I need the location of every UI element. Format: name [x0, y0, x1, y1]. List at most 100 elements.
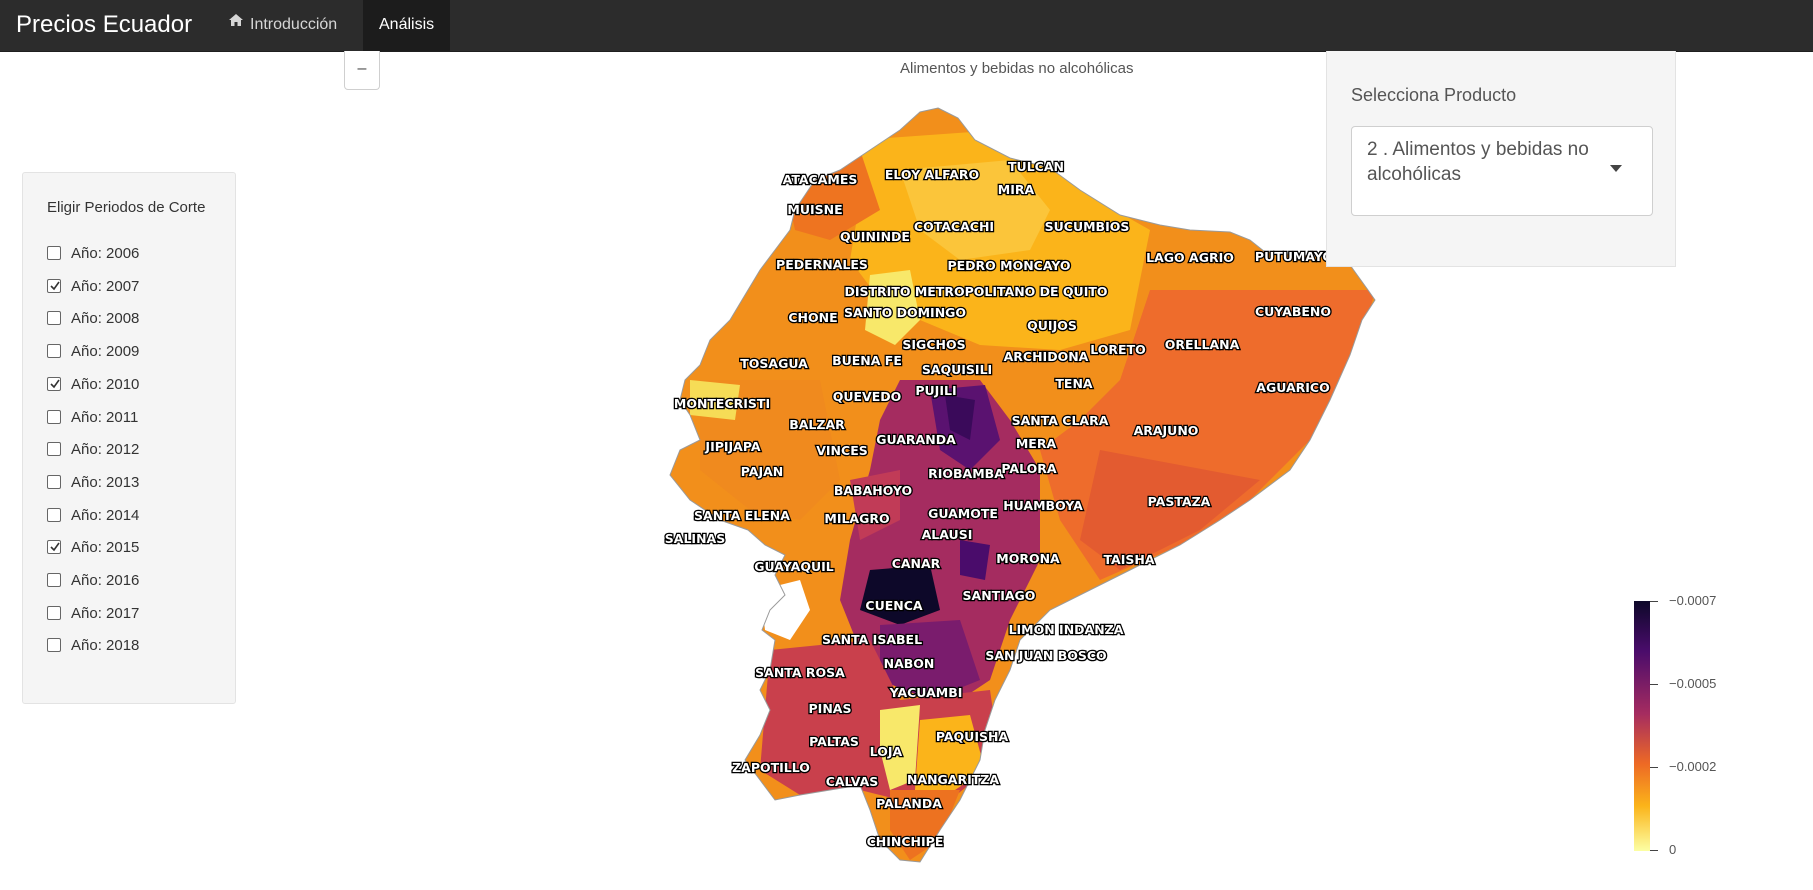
year-checkbox-label: Año: 2014 [71, 506, 140, 524]
colorbar-tick-label: −0.0007 [1669, 593, 1717, 608]
canton-label: LIMON INDANZA [1009, 622, 1124, 637]
year-checkbox[interactable] [47, 409, 61, 424]
canton-label: LORETO [1090, 342, 1145, 357]
colorbar-tick-label: −0.0002 [1669, 759, 1717, 774]
canton-label: QUIJOS [1027, 318, 1077, 333]
year-checkbox[interactable] [47, 540, 61, 555]
canton-label: CUYABENO [1255, 304, 1331, 319]
canton-label: GUARANDA [876, 432, 956, 447]
canton-label: QUEVEDO [833, 389, 902, 404]
year-checkbox-label: Año: 2010 [71, 375, 140, 393]
canton-label: ARAJUNO [1134, 423, 1199, 438]
app-brand[interactable]: Precios Ecuador [16, 11, 193, 38]
year-checkbox[interactable] [47, 311, 61, 326]
canton-label: MUISNE [787, 202, 842, 217]
canton-label: JIPIJAPA [704, 439, 760, 454]
canton-label: ALAUSI [922, 527, 973, 542]
canton-label: PEDRO MONCAYO [947, 258, 1070, 273]
year-checkbox-label: Año: 2012 [71, 441, 140, 459]
product-panel: Selecciona Producto 2 . Alimentos y bebi… [1326, 51, 1676, 267]
canton-label: SANTIAGO [963, 588, 1036, 603]
canton-label: GUAYAQUIL [754, 559, 833, 574]
year-checkbox[interactable] [47, 573, 61, 587]
canton-label: GUAMOTE [928, 506, 998, 521]
colorbar [1634, 601, 1650, 851]
year-checkbox[interactable] [47, 344, 61, 359]
navbar: Precios Ecuador Introducción Análisis [0, 0, 1813, 52]
period-sidebar: Eligir Periodos de Corte Año: 2006 Año: 2… [22, 172, 236, 704]
colorbar-tick-label: 0 [1669, 842, 1677, 857]
year-checkbox[interactable] [47, 605, 61, 620]
canton-label: PUTUMAYO [1255, 249, 1333, 264]
canton-labels: ATACAMES ELOY ALFARO TULCAN MIRA MUISNE COTAC… [663, 158, 1334, 851]
check-icon [50, 281, 60, 290]
year-checkbox[interactable] [47, 474, 61, 489]
home-icon [228, 0, 244, 48]
year-checkbox[interactable] [47, 246, 61, 260]
canton-label: TOSAGUA [740, 356, 808, 371]
year-checkbox-label: Año: 2007 [71, 277, 140, 295]
colorbar-tick-label: −0.0005 [1669, 676, 1717, 691]
canton-label: CALVAS [826, 774, 879, 789]
canton-label: SIGCHOS [902, 337, 965, 352]
canton-label: SANTA ROSA [755, 665, 845, 680]
canton-label: ATACAMES [783, 172, 858, 187]
canton-label: PALANDA [876, 796, 942, 811]
product-select-value: 2 . Alimentos y bebidas no alcohólicas [1367, 139, 1589, 185]
canton-label: DISTRITO METROPOLITANO DE QUITO [844, 284, 1107, 299]
zoom-out-button[interactable]: – [344, 51, 380, 90]
canton-label: PEDERNALES [776, 257, 868, 272]
year-checkbox-label: Año: 2015 [71, 539, 140, 557]
canton-label: CHONE [788, 310, 837, 325]
canton-label: CUENCA [865, 598, 922, 613]
canton-label: AGUARICO [1256, 380, 1329, 395]
canton-label: LOJA [870, 744, 903, 759]
canton-label: HUAMBOYA [1003, 498, 1083, 513]
canton-label: BABAHOYO [834, 483, 912, 498]
canton-label: SANTA ELENA [694, 508, 790, 523]
canton-label: MILAGRO [824, 511, 889, 526]
year-checkbox[interactable] [47, 278, 61, 293]
canton-label: PASTAZA [1148, 494, 1211, 509]
colorbar-tick [1650, 850, 1658, 851]
canton-label: LAGO AGRIO [1146, 250, 1234, 265]
year-checkbox[interactable] [47, 442, 61, 457]
colorbar-tick [1650, 684, 1658, 685]
canton-label: RIOBAMBA [928, 466, 1004, 481]
canton-label: SANTA ISABEL [822, 632, 922, 647]
canton-label: PUJILI [915, 383, 956, 398]
product-select-label: Selecciona Producto [1351, 85, 1517, 105]
colorbar-tick [1650, 767, 1658, 768]
caret-down-icon [1610, 165, 1622, 172]
colorbar-tick [1650, 601, 1658, 602]
map-title: Alimentos y bebidas no alcohólicas [900, 60, 1134, 77]
canton-label: CANAR [892, 556, 941, 571]
canton-label: SANTO DOMINGO [844, 305, 966, 320]
canton-label: PALORA [1001, 461, 1056, 476]
canton-label: ELOY ALFARO [885, 167, 979, 182]
year-checkbox-label: Año: 2018 [71, 637, 140, 655]
tab-introduccion[interactable]: Introducción [212, 0, 353, 51]
tab-analisis-label: Análisis [379, 16, 435, 33]
canton-label: MORONA [996, 551, 1060, 566]
product-select[interactable]: 2 . Alimentos y bebidas no alcohólicas [1351, 126, 1653, 216]
year-checkbox[interactable] [47, 507, 61, 522]
canton-label: QUININDE [840, 229, 910, 244]
canton-label: SAQUISILI [922, 362, 992, 377]
canton-label: YACUAMBI [889, 685, 963, 700]
canton-label: BALZAR [789, 417, 845, 432]
canton-label: ORELLANA [1165, 337, 1240, 352]
canton-label: MERA [1016, 436, 1057, 451]
year-checkbox[interactable] [47, 376, 61, 391]
canton-label: SALINAS [665, 531, 725, 546]
tab-analisis[interactable]: Análisis [363, 0, 451, 51]
canton-label: MONTECRISTI [674, 396, 770, 411]
year-checkbox-label: Año: 2008 [71, 310, 140, 328]
canton-label: NABON [884, 656, 935, 671]
year-checkbox[interactable] [47, 638, 61, 653]
canton-label: SAN JUAN BOSCO [985, 648, 1106, 663]
canton-label: BUENA FE [832, 353, 902, 368]
year-checkbox-label: Año: 2009 [71, 343, 140, 361]
check-icon [50, 379, 60, 389]
